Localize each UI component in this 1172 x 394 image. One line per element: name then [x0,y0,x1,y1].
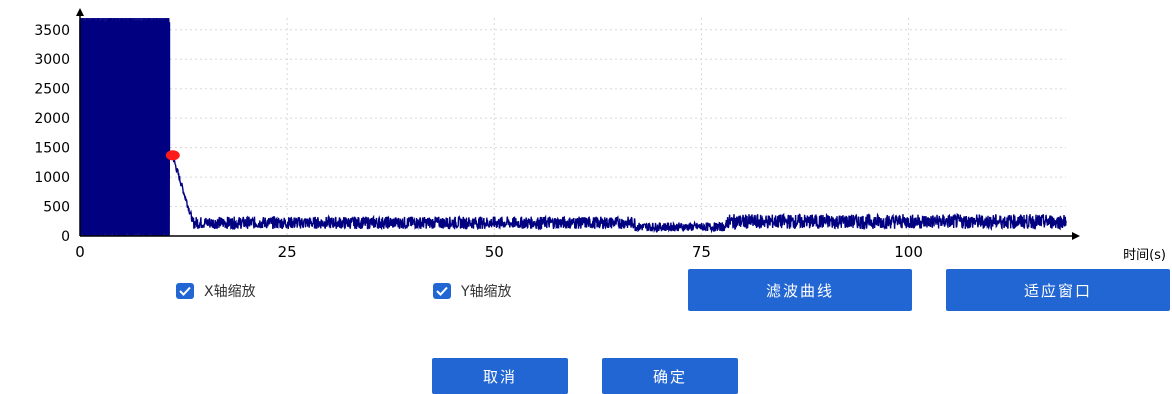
y-tick-label: 3000 [34,52,70,68]
x-zoom-checkbox[interactable]: X轴缩放 [176,281,256,301]
confirm-button[interactable]: 确定 [602,358,738,394]
fit-window-button[interactable]: 适应窗口 [946,269,1170,311]
x-axis-label: 时间(s) [1123,248,1166,263]
chart-axes [76,8,1080,240]
y-tick-label: 1500 [34,141,70,157]
chart-grid [80,18,1066,236]
y-tick-label: 1000 [34,170,70,186]
checkbox-checked-icon[interactable] [433,283,451,299]
y-tick-label: 2000 [34,111,70,127]
series-dense-block [80,18,170,236]
chart-series [79,17,1067,237]
chart-area[interactable]: 0 500 1000 1500 2000 2500 3000 3500 0 25 50 75 100 时间… [0,0,1172,270]
series-line [79,17,1067,237]
x-axis-arrow-icon [1072,232,1080,240]
checkbox-checked-icon[interactable] [176,283,194,299]
x-tick-label: 75 [692,243,711,261]
y-tick-label: 500 [43,200,70,216]
x-zoom-label: X轴缩放 [204,284,256,300]
chart-labels: 0 500 1000 1500 2000 2500 3000 3500 0 25 50 75 100 时间… [34,23,1166,263]
x-tick-label: 25 [278,243,297,261]
cancel-button[interactable]: 取消 [432,358,568,394]
data-marker [165,150,180,161]
y-zoom-label: Y轴缩放 [461,284,512,300]
y-tick-label: 2500 [34,82,70,98]
filter-curve-button[interactable]: 滤波曲线 [688,269,912,311]
x-tick-label: 100 [894,243,923,261]
x-tick-label: 50 [485,243,504,261]
x-tick-label: 0 [75,243,85,261]
y-zoom-checkbox[interactable]: Y轴缩放 [433,281,512,301]
y-axis-arrow-icon [76,8,84,16]
y-tick-label: 0 [61,229,70,245]
line-chart[interactable]: 0 500 1000 1500 2000 2500 3000 3500 0 25 50 75 100 时间… [0,0,1172,270]
y-tick-label: 3500 [34,23,70,39]
